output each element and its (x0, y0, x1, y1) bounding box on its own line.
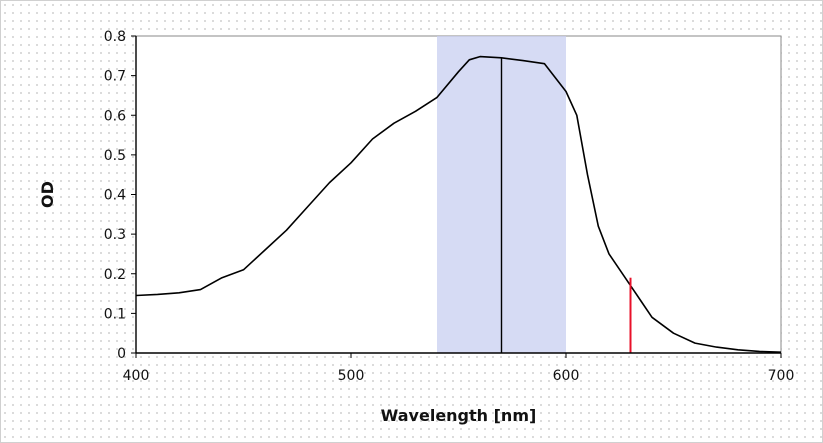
x-tick-label: 600 (553, 368, 580, 384)
series-line-0 (135, 55, 782, 353)
y-tick-label: 0 (117, 346, 126, 362)
y-tick-label: 0.2 (104, 267, 126, 283)
y-tick-label: 0.6 (104, 108, 126, 124)
vertical-lines-group (500, 57, 632, 353)
y-tick-label: 0.5 (104, 148, 126, 164)
x-tick-label: 400 (123, 368, 150, 384)
y-tick-label: 0.3 (104, 227, 126, 243)
x-tick-label: 500 (338, 368, 365, 384)
y-tick-label: 0.8 (104, 29, 126, 45)
x-axis-label: Wavelength [nm] (381, 406, 537, 425)
ticks-group: 0 0.1 0.2 0.3 0.4 0.5 0.6 0.7 0.8 400 500 600 700 (104, 29, 795, 384)
y-tick-label: 0.7 (104, 69, 126, 85)
y-tick-label: 0.1 (104, 306, 126, 322)
x-tick-label: 700 (768, 368, 795, 384)
y-axis-label: OD (38, 181, 57, 208)
series-group (135, 55, 782, 353)
y-tick-label: 0.4 (104, 188, 126, 204)
